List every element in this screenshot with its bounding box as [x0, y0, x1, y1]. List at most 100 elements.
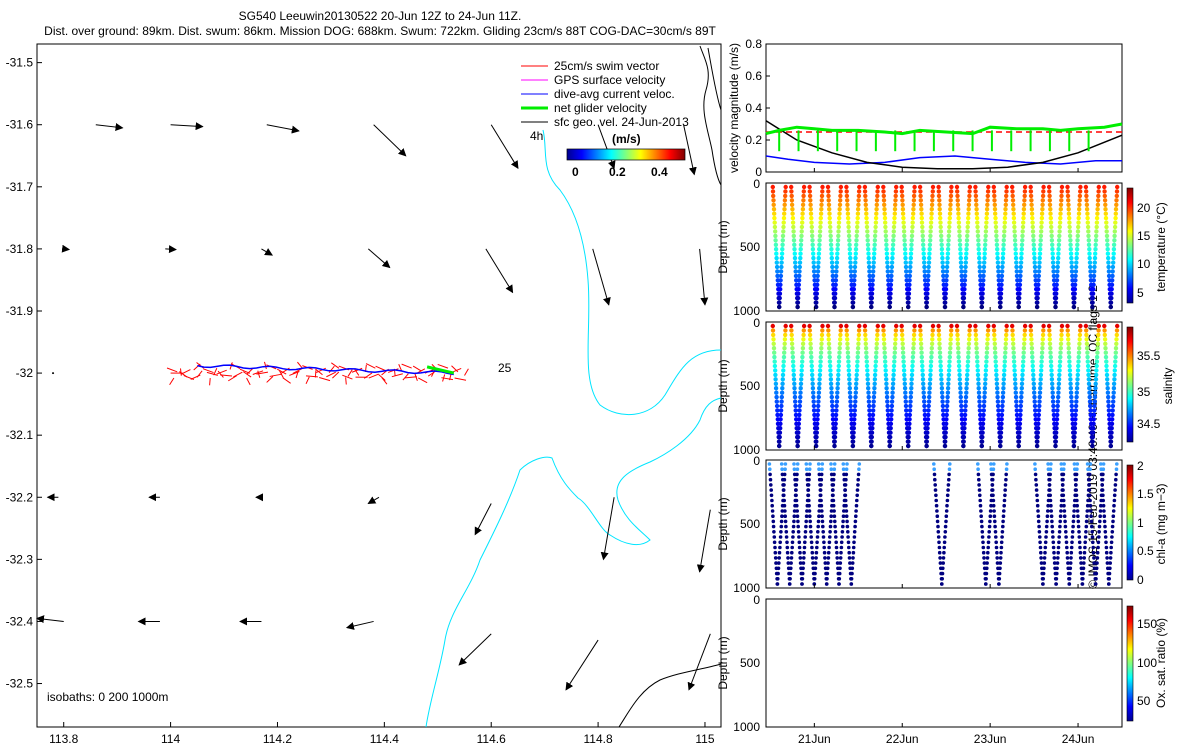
salinity-point — [846, 363, 851, 369]
salinity-point — [782, 350, 787, 355]
salinity-point — [1106, 408, 1112, 413]
temperature-point — [948, 198, 953, 203]
salinity-point — [817, 368, 823, 373]
salinity-point — [928, 372, 933, 378]
salinity-point — [1083, 323, 1089, 329]
chla-point — [852, 540, 856, 545]
temperature-point — [1087, 251, 1092, 256]
chla-point — [1034, 477, 1038, 482]
chla-point — [775, 582, 780, 586]
chla-point — [790, 550, 794, 555]
salinity-point — [1011, 350, 1016, 355]
temperature-point — [1077, 207, 1082, 212]
chla-point — [934, 503, 939, 508]
chla-point — [840, 530, 845, 534]
temperature-point — [835, 238, 841, 243]
chla-point — [986, 545, 990, 550]
temperature-point — [1033, 273, 1038, 279]
temperature-point — [772, 220, 777, 225]
salinity-point — [1057, 363, 1063, 369]
swim-vector — [378, 374, 386, 381]
salinity-point — [992, 337, 997, 342]
temperature-point — [1053, 300, 1059, 305]
chla-point — [855, 498, 859, 503]
chla-point — [772, 540, 777, 545]
salinity-point — [1048, 354, 1054, 360]
temperature-point — [885, 264, 890, 270]
chla-point — [1050, 524, 1054, 529]
temperature-point — [817, 247, 822, 252]
temperature-point — [1076, 215, 1081, 221]
ox-ytick-2: 1000 — [733, 720, 760, 734]
legend-label-gps: GPS surface velocity — [554, 73, 665, 87]
temperature-point — [1067, 229, 1073, 234]
chla-point — [788, 571, 793, 576]
salinity-point — [827, 350, 832, 355]
temperature-point — [846, 220, 851, 225]
salinity-point — [904, 412, 909, 418]
temperature-point — [856, 198, 861, 203]
salinity-point — [1084, 328, 1089, 333]
chla-point — [854, 509, 858, 513]
temperature-point — [1110, 278, 1115, 283]
chla-point — [807, 498, 811, 503]
temperature-point — [826, 198, 831, 203]
chla-point — [984, 582, 988, 586]
temperature-point — [777, 291, 783, 296]
salinity-point — [1093, 390, 1098, 395]
salinity-point — [976, 390, 982, 395]
temperature-point — [920, 229, 925, 234]
chla-point — [1113, 488, 1117, 492]
salinity-point — [977, 408, 983, 413]
chla-point — [856, 477, 860, 482]
salinity-point — [817, 372, 823, 378]
temperature-point — [855, 220, 860, 225]
temperature-point — [1020, 224, 1026, 230]
temperature-point — [917, 184, 923, 190]
temperature-point — [910, 215, 916, 221]
salinity-point — [793, 412, 799, 418]
temperature-point — [900, 211, 906, 216]
salinity-point — [927, 381, 933, 386]
chla-point — [945, 493, 950, 498]
salinity-point — [833, 421, 838, 426]
salinity-point — [946, 368, 952, 373]
temperature-point — [871, 264, 876, 270]
temperature-point — [994, 242, 1000, 247]
temperature-point — [829, 255, 834, 261]
temperature-point — [1057, 229, 1062, 234]
temperature-point — [1038, 242, 1043, 247]
salinity-point — [996, 408, 1001, 413]
temperature-point — [772, 211, 777, 216]
temperature-point — [918, 189, 923, 194]
salinity-point — [948, 332, 954, 338]
swim-vector — [316, 367, 327, 373]
chla-point — [1091, 550, 1096, 555]
salinity-point — [1096, 323, 1102, 329]
geo-vector — [474, 503, 492, 536]
salinity-point — [838, 323, 844, 329]
salinity-point — [1090, 439, 1095, 444]
chla-point — [813, 566, 818, 571]
temperature-point — [902, 238, 907, 243]
salinity-point — [845, 354, 851, 360]
temperature-point — [904, 273, 909, 279]
salinity-point — [980, 434, 985, 440]
salinity-point — [1004, 332, 1009, 338]
salinity-point — [885, 399, 890, 404]
salinity-point — [855, 350, 861, 355]
chla-ylabel: Depth (m) — [716, 497, 730, 550]
salinity-point — [1018, 403, 1023, 409]
temperature-point — [833, 282, 838, 287]
temperature-point — [781, 215, 787, 221]
salinity-point — [907, 417, 912, 422]
salinity-point — [938, 363, 943, 369]
temperature-point — [910, 220, 915, 225]
salinity-point — [1031, 372, 1036, 378]
salinity-point — [1012, 368, 1017, 373]
temperature-point — [1016, 300, 1022, 305]
salinity-point — [980, 430, 985, 435]
swim-vector — [209, 378, 211, 386]
temperature-point — [884, 247, 889, 252]
temperature-point — [872, 233, 878, 239]
